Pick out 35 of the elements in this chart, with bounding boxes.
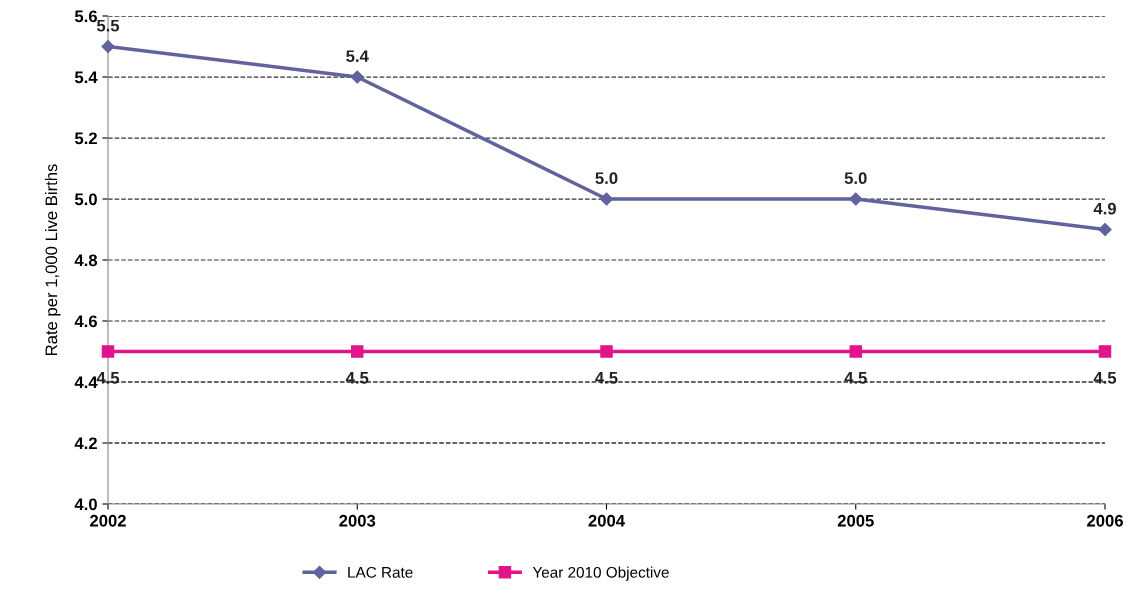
point — [599, 192, 614, 206]
y-tick-label: 4.6 — [74, 315, 97, 328]
point — [350, 70, 364, 84]
data-label: 5.0 — [844, 172, 867, 185]
data-label: 4.5 — [595, 372, 618, 384]
point — [1098, 345, 1112, 358]
y-tick-label: 5.6 — [74, 10, 97, 23]
x-tick-label: 2006 — [1087, 514, 1123, 527]
point — [101, 39, 115, 54]
point — [849, 345, 863, 358]
data-label: 4.9 — [1093, 202, 1116, 215]
y-tick-label: 5.0 — [74, 193, 97, 206]
x-tick-label: 2002 — [90, 514, 126, 527]
y-tick-label: 5.4 — [74, 71, 98, 84]
point — [849, 192, 863, 206]
data-label: 5.4 — [346, 50, 369, 63]
y-tick-label: 4.4 — [74, 376, 98, 389]
y-tick-label: 5.2 — [74, 132, 97, 145]
point — [1098, 222, 1112, 237]
point — [101, 345, 115, 358]
point — [350, 345, 364, 358]
y-tick-label: 4.0 — [74, 498, 97, 511]
legend-label: LAC Rate — [348, 566, 413, 578]
x-tick-label: 2003 — [339, 514, 376, 527]
y-tick-label: 4.2 — [74, 437, 97, 450]
data-label: 5.5 — [96, 19, 120, 32]
data-label: 4.5 — [1093, 372, 1117, 384]
y-tick-label: 4.8 — [74, 254, 98, 267]
y-axis-title: Rate per 1,000 Live Births — [44, 164, 61, 355]
data-label: 5.0 — [595, 172, 618, 185]
x-tick-label: 2005 — [837, 514, 874, 527]
data-label: 4.5 — [96, 372, 120, 384]
legend-label: Year 2010 Objective — [532, 566, 669, 581]
point — [600, 345, 613, 358]
x-tick-label: 2004 — [588, 514, 625, 527]
